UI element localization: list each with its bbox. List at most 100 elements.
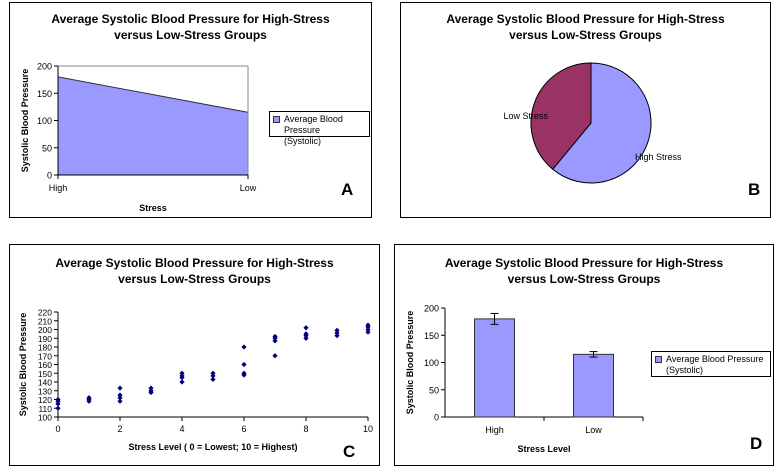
scatter-point — [117, 395, 123, 401]
chart-panel-d: Average Systolic Blood Pressure for High… — [394, 244, 774, 466]
x-tick-label: High — [49, 183, 68, 193]
legend-a-label-line2: (Systolic) — [284, 136, 322, 146]
scatter-ytick-label: 170 — [38, 351, 52, 361]
scatter-ytick-label: 120 — [38, 395, 52, 405]
scatter-ytick-label: 100 — [38, 413, 52, 423]
y-axis-title: Systolic Blood Pressure — [405, 311, 415, 415]
scatter-point — [179, 379, 185, 385]
scatter-point — [148, 385, 154, 391]
scatter-point — [365, 326, 371, 333]
scatter-point — [210, 370, 216, 376]
bar-ytick-label: 200 — [424, 304, 439, 314]
x-axis-title: Stress — [139, 203, 167, 213]
scatter-point — [148, 388, 154, 394]
scatter-point — [334, 330, 340, 336]
area-ytick-label: 0 — [47, 171, 52, 181]
area-ytick-label: 100 — [37, 116, 52, 126]
chart-title-b: Average Systolic Blood Pressure for High… — [401, 11, 770, 43]
scatter-ytick-label: 220 — [38, 308, 52, 318]
scatter-point — [117, 398, 123, 404]
x-tick-label: 0 — [55, 424, 60, 434]
area-ytick-label: 50 — [42, 143, 52, 153]
scatter-ytick-label: 190 — [38, 334, 52, 344]
scatter-point — [86, 395, 92, 401]
scatter-point — [117, 385, 123, 391]
scatter-point — [241, 370, 247, 376]
scatter-point — [303, 331, 309, 337]
pie-slice-label: Low Stress — [503, 111, 548, 121]
scatter-ytick-label: 180 — [38, 343, 52, 353]
bar-ytick-label: 150 — [424, 331, 439, 341]
bar-chart-d: 0 50 100 150 200 High Low Stress Level Systolic … — [405, 304, 644, 454]
chart-title-c-line2: versus Low-Stress Groups — [118, 272, 271, 286]
x-tick-label: Low — [585, 425, 602, 435]
bar-ytick-label: 50 — [429, 385, 439, 395]
x-tick-label: 4 — [179, 424, 184, 434]
chart-title-d: Average Systolic Blood Pressure for High… — [395, 255, 773, 287]
panel-label-a: A — [341, 180, 354, 199]
pie-slice — [530, 62, 592, 170]
chart-title-a-line1: Average Systolic Blood Pressure for High… — [51, 12, 330, 26]
chart-title-b-line1: Average Systolic Blood Pressure for High… — [446, 12, 725, 26]
legend-a-swatch — [273, 116, 280, 123]
scatter-point — [303, 325, 309, 331]
bar-ytick-label: 100 — [424, 358, 439, 368]
x-axis-title: Stress Level ( 0 = Lowest; 10 = Highest) — [128, 442, 297, 452]
panel-label-d: D — [750, 434, 763, 453]
scatter-ytick-label: 140 — [38, 378, 52, 388]
x-tick-label: High — [485, 425, 504, 435]
scatter-point — [117, 392, 123, 398]
scatter-ytick-label: 210 — [38, 316, 52, 326]
x-tick-label: 2 — [117, 424, 122, 434]
scatter-point — [365, 329, 371, 335]
legend-a: Average Blood Pressure (Systolic) — [269, 111, 370, 146]
area-series — [57, 76, 249, 176]
legend-d-label-line2: (Systolic) — [666, 365, 704, 375]
scatter-point — [55, 396, 61, 403]
y-axis-title: Systolic Blood Pressure — [20, 69, 30, 173]
scatter-point — [303, 335, 309, 341]
chart-title-a-line2: versus Low-Stress Groups — [114, 28, 267, 42]
scatter-chart-c: 1001101201301401501601701801902002102200… — [18, 308, 373, 453]
chart-title-c-line1: Average Systolic Blood Pressure for High… — [55, 256, 334, 270]
x-tick-label: 10 — [363, 424, 373, 434]
scatter-ytick-label: 130 — [38, 386, 52, 396]
scatter-point — [272, 338, 278, 344]
panel-label-c: C — [343, 442, 356, 461]
scatter-point — [55, 405, 61, 411]
scatter-point — [210, 376, 216, 382]
area-ytick-label: 200 — [37, 62, 52, 72]
area-chart-a: 0 50 100 150 200 High Low Stress Systolic Blood … — [20, 62, 257, 214]
scatter-point — [272, 353, 278, 359]
legend-a-label-line1: Average Blood Pressure — [284, 114, 343, 135]
chart-title-d-line1: Average Systolic Blood Pressure for High… — [444, 256, 724, 270]
scatter-point — [272, 333, 278, 340]
scatter-point — [334, 327, 340, 333]
chart-title-b-line2: versus Low-Stress Groups — [509, 28, 662, 42]
scatter-point — [55, 401, 61, 407]
scatter-point — [179, 370, 185, 376]
legend-d: Average Blood Pressure (Systolic) — [651, 351, 771, 377]
pie-slice — [552, 62, 652, 184]
bar — [474, 318, 515, 418]
area-ytick-label: 150 — [37, 89, 52, 99]
scatter-point — [241, 344, 247, 350]
scatter-ytick-label: 160 — [38, 360, 52, 370]
pie-chart-b: High Stress Low Stress — [503, 62, 682, 184]
bar — [573, 353, 614, 418]
chart-panel-b: Average Systolic Blood Pressure for High… — [400, 2, 771, 218]
x-tick-label: 8 — [303, 424, 308, 434]
legend-d-swatch — [655, 356, 662, 363]
scatter-point — [179, 373, 185, 379]
scatter-point — [241, 361, 247, 368]
scatter-point — [334, 333, 340, 339]
x-tick-label: Low — [240, 183, 257, 193]
bar-ytick-label: 0 — [434, 413, 439, 423]
scatter-point — [365, 322, 371, 328]
legend-d-label-line1: Average Blood Pressure — [666, 354, 764, 364]
y-axis-title: Systolic Blood Pressure — [18, 313, 28, 417]
scatter-ytick-label: 110 — [38, 404, 52, 414]
scatter-ytick-label: 200 — [38, 325, 52, 335]
chart-title-a: Average Systolic Blood Pressure for High… — [10, 11, 371, 43]
x-axis-title: Stress Level — [517, 444, 570, 454]
